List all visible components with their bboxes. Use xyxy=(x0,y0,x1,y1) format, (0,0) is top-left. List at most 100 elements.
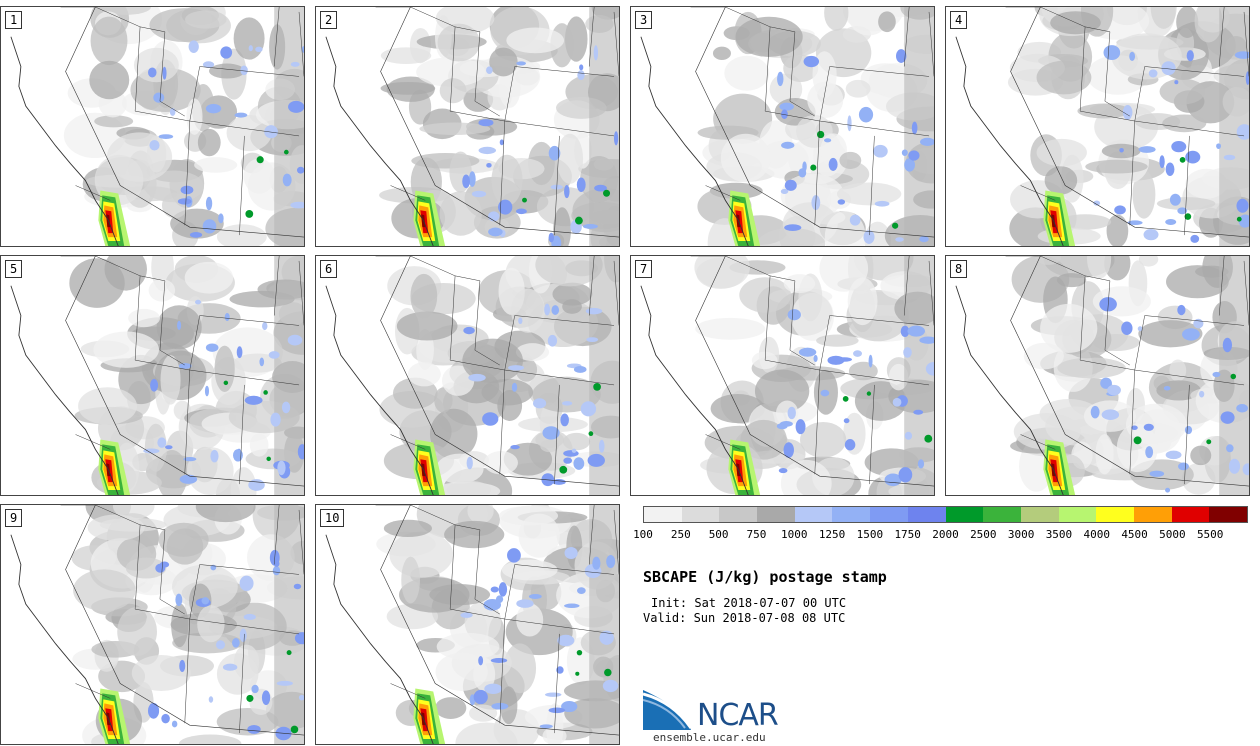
state-boundary xyxy=(75,434,111,450)
cape-contour xyxy=(917,459,925,469)
cape-contour xyxy=(478,656,484,666)
cape-contour xyxy=(484,683,503,694)
cape-contour xyxy=(178,363,192,369)
cape-contour xyxy=(288,100,304,113)
cape-contour xyxy=(383,519,432,538)
cape-contour xyxy=(775,400,799,426)
cape-contour xyxy=(919,336,934,344)
cape-contour xyxy=(177,320,182,330)
state-boundary xyxy=(199,66,300,77)
state-boundary xyxy=(1134,120,1245,137)
cape-contour xyxy=(1057,357,1126,379)
cape-contour xyxy=(1177,207,1188,215)
cape-contour xyxy=(1159,78,1206,105)
cape-contour xyxy=(131,655,191,692)
cape-contour xyxy=(1132,170,1156,219)
cape-contour xyxy=(401,556,420,604)
cape-contour xyxy=(739,277,792,313)
colorbar-segment xyxy=(681,507,720,522)
cape-contour xyxy=(222,663,238,671)
cape-contour xyxy=(500,686,518,725)
cape-contour xyxy=(429,408,478,460)
colorbar-tick-label: 5500 xyxy=(1196,528,1224,541)
cape-contour xyxy=(473,689,488,705)
cape-contour xyxy=(298,694,304,701)
cape-contour xyxy=(467,505,494,524)
state-boundary xyxy=(273,7,280,67)
state-boundary xyxy=(819,369,930,386)
cape-contour xyxy=(1119,148,1124,153)
cape-contour xyxy=(506,27,565,54)
cape-contour xyxy=(220,46,233,59)
cape-contour xyxy=(895,237,904,242)
cape-contour xyxy=(210,449,219,463)
cape-contour xyxy=(548,707,566,714)
cape-contour xyxy=(783,442,794,458)
colorbar-segment xyxy=(719,507,758,522)
cape-contour xyxy=(478,146,497,155)
state-boundary xyxy=(390,185,426,201)
state-boundary xyxy=(869,135,875,236)
cape-contour xyxy=(204,385,210,397)
cape-contour xyxy=(898,467,913,483)
state-boundary xyxy=(903,7,910,67)
cape-contour xyxy=(866,391,872,396)
cape-contour xyxy=(1150,7,1177,29)
cape-contour xyxy=(491,702,509,710)
cape-contour xyxy=(232,449,243,462)
cape-contour xyxy=(868,354,873,368)
state-boundary xyxy=(514,66,615,77)
cape-contour xyxy=(518,317,523,325)
cape-contour xyxy=(177,198,192,205)
cape-contour xyxy=(1182,328,1200,341)
cape-contour xyxy=(613,131,619,146)
cape-contour xyxy=(1121,321,1133,335)
cape-contour xyxy=(463,326,475,335)
sbcape-map xyxy=(10,256,304,495)
cape-contour xyxy=(396,311,458,341)
cape-contour xyxy=(542,426,560,440)
sbcape-map xyxy=(10,7,304,246)
cape-contour xyxy=(589,7,619,246)
cape-contour xyxy=(488,227,503,237)
cape-contour xyxy=(587,453,605,467)
colorbar-segment xyxy=(1058,507,1097,522)
cape-contour xyxy=(274,505,304,744)
cape-contour xyxy=(559,465,568,474)
cape-contour xyxy=(1103,45,1121,61)
cape-contour xyxy=(1190,445,1212,466)
state-boundary xyxy=(199,564,300,575)
colorbar-tick-label: 750 xyxy=(746,528,767,541)
state-boundary xyxy=(588,7,595,67)
state-boundary xyxy=(189,120,300,137)
cape-contour xyxy=(410,273,438,319)
cape-contour xyxy=(1245,71,1249,85)
cape-contour xyxy=(133,47,179,83)
cape-contour xyxy=(1165,162,1175,176)
cape-contour xyxy=(232,353,282,373)
cape-contour xyxy=(820,389,830,397)
cape-contour xyxy=(816,334,859,347)
colorbar-segment xyxy=(907,507,946,522)
cape-contour xyxy=(847,115,852,132)
cape-contour xyxy=(262,322,268,331)
sbcape-map xyxy=(955,7,1249,246)
cape-contour xyxy=(1044,166,1078,195)
cape-contour xyxy=(795,419,806,435)
cape-contour xyxy=(247,724,261,734)
cape-contour xyxy=(1122,104,1133,120)
cape-contour xyxy=(895,49,907,63)
cape-contour xyxy=(234,112,248,118)
cape-contour xyxy=(1149,470,1165,477)
state-boundary xyxy=(140,524,185,615)
state-boundary xyxy=(928,11,934,77)
chart-title: SBCAPE (J/kg) postage stamp xyxy=(643,568,887,586)
cape-contour xyxy=(924,434,933,443)
colorbar-segment xyxy=(832,507,871,522)
cape-contour xyxy=(907,325,925,337)
state-boundary xyxy=(955,36,1064,246)
cape-contour xyxy=(276,680,293,686)
cape-contour xyxy=(490,658,508,664)
cape-contour xyxy=(580,401,597,417)
cape-contour xyxy=(272,566,281,576)
